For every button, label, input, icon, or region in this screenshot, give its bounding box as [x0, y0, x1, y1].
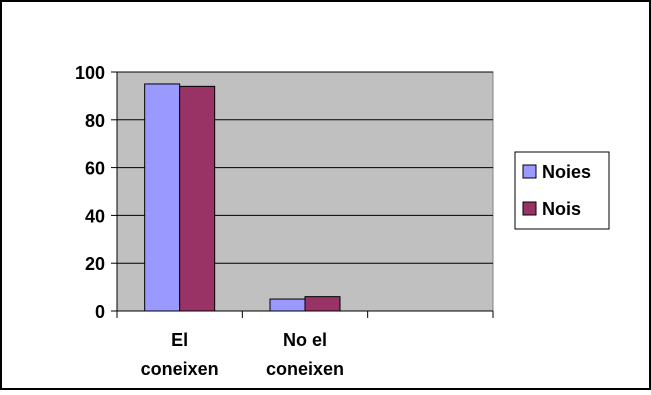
- y-tick-label: 20: [85, 254, 105, 274]
- x-tick-label: No el: [283, 330, 327, 350]
- x-tick-label: El: [171, 330, 188, 350]
- bar-nois: [179, 85, 216, 312]
- y-tick-label: 40: [85, 206, 105, 226]
- legend: Noies Nois: [514, 151, 610, 230]
- y-tick-label: 80: [85, 111, 105, 131]
- legend-swatch-noies: [522, 164, 537, 179]
- bar-noies: [144, 83, 181, 312]
- y-tick-label: 100: [75, 63, 105, 83]
- bar-nois: [304, 296, 341, 312]
- x-tick-label: coneixen: [141, 359, 219, 379]
- x-tick-label: coneixen: [266, 359, 344, 379]
- bar-noies: [269, 298, 306, 312]
- legend-swatch-nois: [522, 201, 537, 216]
- y-tick-label: 0: [95, 302, 105, 322]
- legend-label-noies: Noies: [542, 162, 591, 182]
- plot-area: 0 20 40 60 80 100 El coneixen No el coneixen: [75, 63, 494, 379]
- legend-label-nois: Nois: [542, 199, 581, 219]
- y-tick-label: 60: [85, 159, 105, 179]
